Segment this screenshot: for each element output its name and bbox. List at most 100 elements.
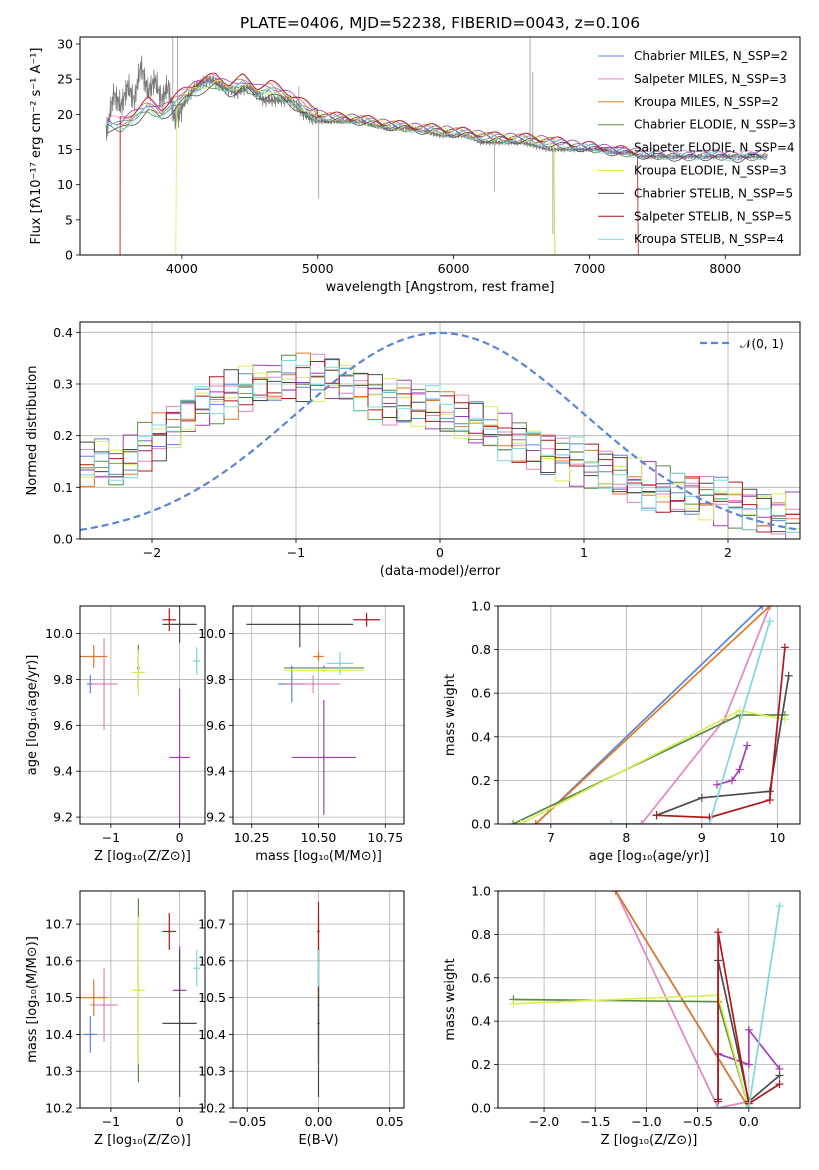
data-point: [137, 671, 140, 674]
data-point: [317, 967, 320, 970]
x-axis-label: Z [log₁₀(Z/Z⊙)]: [94, 849, 191, 864]
model-spectrum-8: [107, 82, 767, 161]
y-tick-label: 10.2: [198, 1101, 226, 1116]
axes-frame: [79, 890, 206, 1109]
y-tick-label: 0.0: [53, 532, 73, 547]
y-tick-label: 9.2: [206, 810, 226, 825]
y-tick-label: 1.0: [471, 884, 491, 899]
y-tick-label: 0.4: [471, 729, 491, 744]
model-spectrum-6: [107, 82, 766, 163]
y-axis-label: mass weight: [443, 958, 458, 1040]
y-tick-label: 10.4: [45, 1027, 73, 1042]
x-tick-label: −1: [102, 1114, 120, 1129]
y-tick-label: 25: [57, 72, 73, 87]
x-tick-label: 6000: [438, 261, 470, 276]
axes-frame: [232, 605, 405, 825]
x-tick-label: 0.00: [305, 1114, 333, 1129]
x-axis-label: Z [log₁₀(Z/Z⊙)]: [94, 1133, 191, 1148]
plot-area-mass_weight_vs_age: [498, 606, 800, 824]
legend-label: Chabrier MILES, N_SSP=2: [634, 49, 788, 63]
y-tick-label: 15: [57, 142, 73, 157]
y-tick-label: 9.8: [206, 672, 226, 687]
x-tick-label: 7000: [574, 261, 606, 276]
x-tick-label: 0: [436, 545, 444, 560]
x-tick-label: 7: [547, 830, 555, 845]
y-tick-label: 20: [57, 107, 73, 122]
x-axis-label: age [log₁₀(age/yr)]: [589, 849, 710, 864]
x-tick-label: 2: [724, 545, 732, 560]
residual-histogram-8: [80, 360, 800, 533]
y-tick-label: 10.3: [198, 1064, 226, 1079]
x-tick-label: 1: [580, 545, 588, 560]
x-axis-label: mass [log₁₀(M/M⊙)]: [255, 849, 382, 864]
data-point: [365, 618, 368, 621]
y-tick-label: 0.0: [471, 1101, 491, 1116]
y-tick-label: 10.0: [198, 626, 226, 641]
data-point: [195, 659, 198, 663]
axes-frame: [497, 890, 801, 1109]
legend-label: Salpeter ELODIE, N_SSP=4: [634, 141, 795, 155]
x-tick-label: 5000: [302, 261, 334, 276]
plot-area-spectrum: [105, 37, 768, 255]
y-tick-label: 10.4: [198, 1027, 226, 1042]
y-tick-label: 1.0: [471, 599, 491, 614]
x-axis-label: Z [log₁₀(Z/Z⊙)]: [601, 1133, 698, 1148]
axes-frame: [79, 605, 206, 825]
y-tick-label: 10.6: [198, 953, 226, 968]
axes-mass_weight_vs_z: −2.0 −1.5 −1.0 −0.5 0.0 0.0 0.2 0.4 0.6 0.8 1.0 Z […: [443, 884, 801, 1148]
y-tick-label: 30: [57, 37, 73, 52]
model-spectrum-1: [106, 73, 766, 158]
y-tick-label: 0.6: [471, 686, 491, 701]
mass-weight-line-7: [656, 647, 786, 819]
x-tick-label: 0: [176, 1114, 184, 1129]
mass-weight-line-1: [614, 891, 749, 1108]
data-point: [92, 996, 95, 999]
x-tick-label: −1.0: [631, 1114, 661, 1129]
x-tick-label: 8000: [709, 261, 741, 276]
x-tick-label: 0.0: [739, 1114, 759, 1129]
axes-age_vs_z: −1 0 9.2 9.4 9.6 9.8 10.0 Z [log₁₀(Z/Z⊙)] age [l…: [25, 605, 206, 864]
data-point: [311, 682, 315, 686]
y-tick-label: 0.3: [53, 377, 73, 392]
data-point: [168, 618, 171, 621]
y-tick-label: 10.5: [45, 990, 73, 1005]
axes-age_vs_mass: 10.25 10.50 10.75 9.2 9.4 9.6 9.8 10.0 mass [log…: [198, 605, 405, 864]
y-tick-label: 10.3: [45, 1064, 73, 1079]
y-tick-label: 10.6: [45, 953, 73, 968]
y-axis-label: age [log₁₀(age/yr)]: [25, 655, 40, 776]
x-tick-label: −0.5: [682, 1114, 712, 1129]
mass-weight-line-4: [716, 745, 748, 786]
normal-reference-curve: [80, 331, 800, 531]
x-tick-label: 10.50: [301, 830, 337, 845]
data-point: [102, 1003, 106, 1007]
legend-label: Salpeter MILES, N_SSP=3: [634, 72, 787, 86]
x-tick-label: 10.25: [234, 830, 270, 845]
y-tick-label: 9.8: [53, 672, 73, 687]
x-tick-label: −1.5: [580, 1114, 610, 1129]
x-tick-label: −2: [143, 545, 161, 560]
axes-mass_vs_z: −1 0 10.2 10.3 10.4 10.5 10.6 10.7 Z [log₁₀(Z/Z⊙…: [25, 890, 206, 1148]
legend: Chabrier MILES, N_SSP=2 Salpeter MILES, N…: [598, 49, 796, 246]
data-point: [92, 655, 95, 658]
data-point: [317, 655, 320, 658]
data-point: [298, 623, 301, 626]
y-tick-label: 9.6: [53, 718, 73, 733]
data-point: [178, 756, 181, 759]
model-spectrum-5: [175, 79, 556, 255]
data-point: [178, 1022, 181, 1025]
x-tick-label: −1: [102, 830, 120, 845]
y-axis-label: Normed distribution: [25, 366, 40, 496]
y-tick-label: 5: [65, 212, 73, 227]
plot-area-residuals: [80, 322, 800, 539]
mass-weight-line-8: [718, 906, 781, 1108]
chart-title: PLATE=0406, MJD=52238, FIBERID=0043, z=0…: [240, 14, 640, 32]
y-tick-label: 0.2: [53, 428, 73, 443]
mass-weight-line-7: [717, 932, 780, 1106]
x-tick-label: 10.75: [367, 830, 403, 845]
axes-mass_weight_vs_age: 7 8 9 10 0.0 0.2 0.4 0.6 0.8 1.0 age [log₁₀(age/yr…: [443, 599, 801, 864]
y-axis-label: mass [log₁₀(M/M⊙)]: [25, 936, 40, 1063]
x-axis-label: (data-model)/error: [380, 564, 501, 579]
mass-weight-line-2: [614, 891, 750, 1108]
data-point: [89, 1033, 92, 1036]
x-tick-label: 0.05: [376, 1114, 404, 1129]
